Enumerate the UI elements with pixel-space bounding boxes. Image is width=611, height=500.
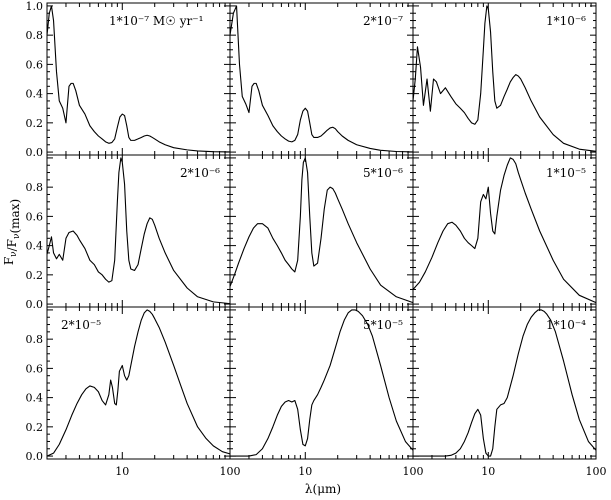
x-tick-label: 100 bbox=[220, 465, 241, 478]
x-axis-label: λ(μm) bbox=[305, 482, 341, 496]
x-tick-label: 100 bbox=[403, 465, 424, 478]
y-tick-label: 0.4 bbox=[26, 392, 44, 405]
panel-label-7: 2*10⁻⁵ bbox=[61, 318, 101, 332]
panel-label-4: 2*10⁻⁶ bbox=[180, 166, 220, 180]
sed-curves bbox=[46, 5, 597, 457]
y-tick-label: 0.6 bbox=[26, 362, 44, 375]
x-tick-label: 10 bbox=[115, 465, 129, 478]
x-tick-label: 10 bbox=[298, 465, 312, 478]
panel-labels: 1*10⁻⁷ M☉ yr⁻¹ 2*10⁻⁷ 1*10⁻⁶ 2*10⁻⁶ 5*10⁻⁶ 1*… bbox=[61, 14, 586, 332]
y-tick-label: 0.4 bbox=[26, 88, 44, 101]
panel-label-9: 1*10⁻⁴ bbox=[546, 318, 586, 332]
y-tick-label: 0.0 bbox=[26, 298, 44, 311]
sed-curve-6 bbox=[412, 157, 597, 304]
panel-label-2: 2*10⁻⁷ bbox=[363, 14, 403, 28]
sed-curve-4 bbox=[46, 157, 231, 305]
sed-curve-5 bbox=[229, 157, 414, 304]
sed-curve-7 bbox=[46, 309, 231, 457]
y-tick-label: 0.0 bbox=[26, 450, 44, 463]
y-tick-label: 0.2 bbox=[26, 269, 44, 282]
tick-labels: 0.0 0.2 0.4 0.6 0.8 1.0 0.0 0.2 0.4 0.6 0.8 0.0 0.2 0… bbox=[26, 0, 607, 478]
y-tick-label: 0.2 bbox=[26, 421, 44, 434]
y-tick-label: 0.2 bbox=[26, 117, 44, 130]
panel-label-3: 1*10⁻⁶ bbox=[546, 14, 586, 28]
y-axis-label: Fν/Fν(max) bbox=[2, 199, 22, 265]
y-tick-label: 0.8 bbox=[26, 29, 44, 42]
y-tick-label: 0.6 bbox=[26, 210, 44, 223]
sed-curve-8 bbox=[230, 309, 414, 457]
y-tick-label: 0.4 bbox=[26, 240, 44, 253]
sed-curve-2 bbox=[229, 5, 414, 153]
panel-label-6: 1*10⁻⁵ bbox=[546, 166, 586, 180]
y-tick-label: 0.0 bbox=[26, 146, 44, 159]
x-tick-label: 10 bbox=[481, 465, 495, 478]
panel-label-5: 5*10⁻⁶ bbox=[363, 166, 403, 180]
sed-curve-1 bbox=[46, 5, 231, 153]
panel-label-8: 5*10⁻⁵ bbox=[363, 318, 403, 332]
y-tick-label: 1.0 bbox=[26, 0, 44, 13]
axis-ticks bbox=[46, 3, 597, 459]
sed-curve-9 bbox=[413, 309, 597, 457]
y-tick-label: 0.6 bbox=[26, 58, 44, 71]
y-tick-label: 0.8 bbox=[26, 181, 44, 194]
panel-label-1: 1*10⁻⁷ M☉ yr⁻¹ bbox=[109, 14, 203, 28]
sed-curve-3 bbox=[412, 5, 597, 152]
x-tick-label: 100 bbox=[586, 465, 607, 478]
y-tick-label: 0.8 bbox=[26, 333, 44, 346]
